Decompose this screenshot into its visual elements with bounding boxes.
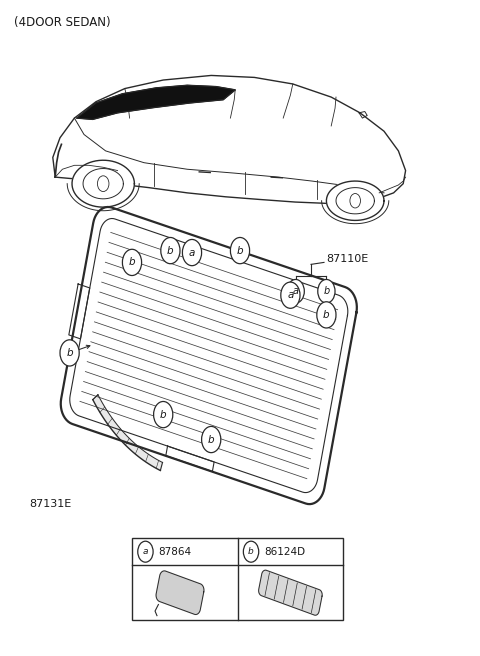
Polygon shape [326,181,384,220]
Polygon shape [72,160,134,207]
Polygon shape [77,85,235,119]
Circle shape [122,249,142,276]
Text: b: b [323,310,330,320]
Text: a: a [293,286,299,297]
Polygon shape [156,571,204,615]
Text: b: b [248,547,254,556]
Text: b: b [323,286,330,297]
Bar [132,538,343,620]
Circle shape [350,194,360,208]
Polygon shape [259,570,322,615]
Polygon shape [93,395,163,470]
Circle shape [287,279,304,303]
Circle shape [182,239,202,266]
Circle shape [281,282,300,308]
Text: b: b [129,257,135,268]
Text: a: a [189,247,195,258]
Polygon shape [53,75,406,203]
Circle shape [97,176,109,192]
Text: a: a [287,290,294,300]
Circle shape [154,401,173,428]
Circle shape [318,279,335,303]
Circle shape [60,340,79,366]
Text: 87131E: 87131E [29,499,71,509]
Text: a: a [143,547,148,556]
Circle shape [202,426,221,453]
Text: 87864: 87864 [158,546,192,557]
Text: b: b [237,245,243,256]
Text: b: b [167,245,174,256]
Circle shape [243,541,259,562]
Text: b: b [208,434,215,445]
Text: 86124D: 86124D [264,546,305,557]
Polygon shape [61,207,357,504]
Circle shape [161,237,180,264]
Text: 87110E: 87110E [326,254,369,264]
Circle shape [138,541,153,562]
Circle shape [230,237,250,264]
Text: (4DOOR SEDAN): (4DOOR SEDAN) [14,16,111,30]
Circle shape [317,302,336,328]
Text: b: b [66,348,73,358]
Text: b: b [160,409,167,420]
